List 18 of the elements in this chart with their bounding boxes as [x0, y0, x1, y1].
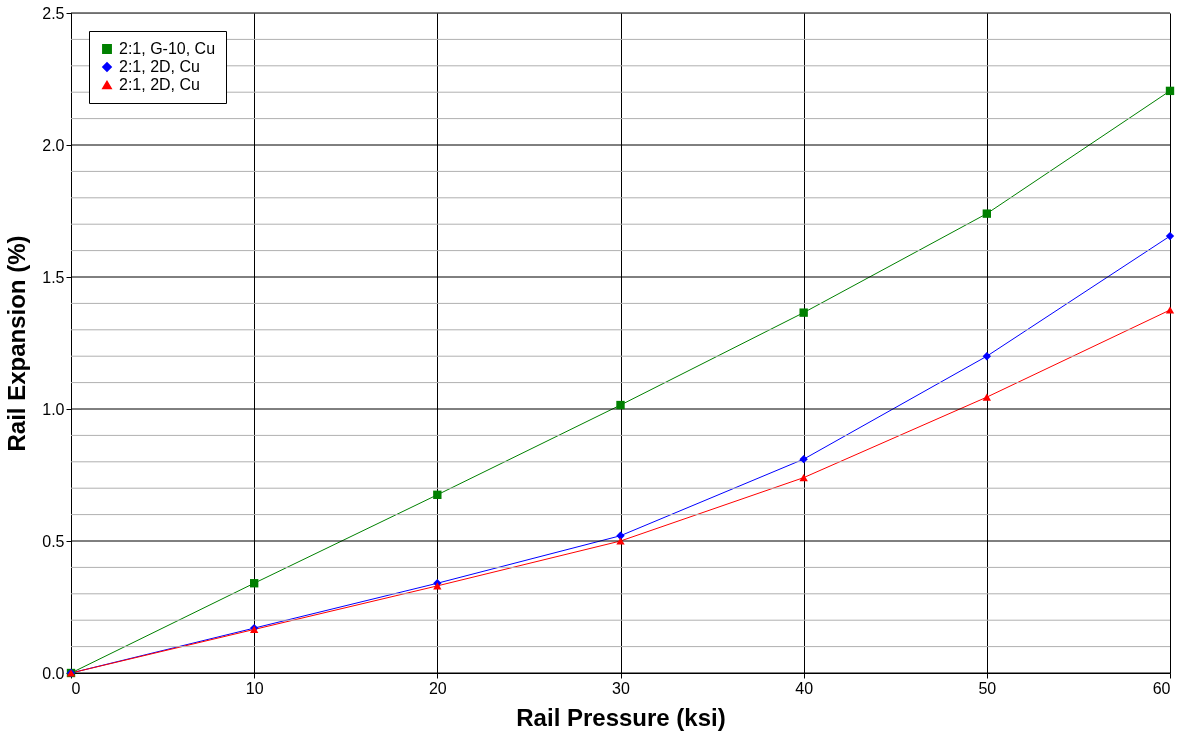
- y-tick-label: 2.5: [42, 4, 65, 22]
- x-tick-label: 60: [1152, 679, 1171, 697]
- y-tick-label: 1.5: [42, 268, 65, 286]
- y-tick-label: 1.0: [42, 400, 65, 418]
- x-tick-label: 50: [978, 679, 997, 697]
- x-tick-label: 0: [71, 679, 81, 697]
- x-tick-label: 10: [245, 679, 264, 697]
- y-axis-title: Rail Expansion (%): [3, 235, 31, 452]
- x-tick-label: 20: [428, 679, 447, 697]
- x-tick-label: 40: [795, 679, 814, 697]
- y-tick-label: 2.0: [42, 136, 65, 154]
- y-tick-label: 0.0: [42, 664, 65, 682]
- x-axis-title: Rail Pressure (ksi): [516, 703, 726, 731]
- legend-label: 2:1, G-10, Cu: [119, 40, 216, 57]
- y-tick-label: 0.5: [42, 532, 65, 550]
- x-tick-label: 30: [612, 679, 630, 697]
- legend-label: 2:1, 2D, Cu: [119, 76, 200, 93]
- legend-label: 2:1, 2D, Cu: [119, 58, 200, 75]
